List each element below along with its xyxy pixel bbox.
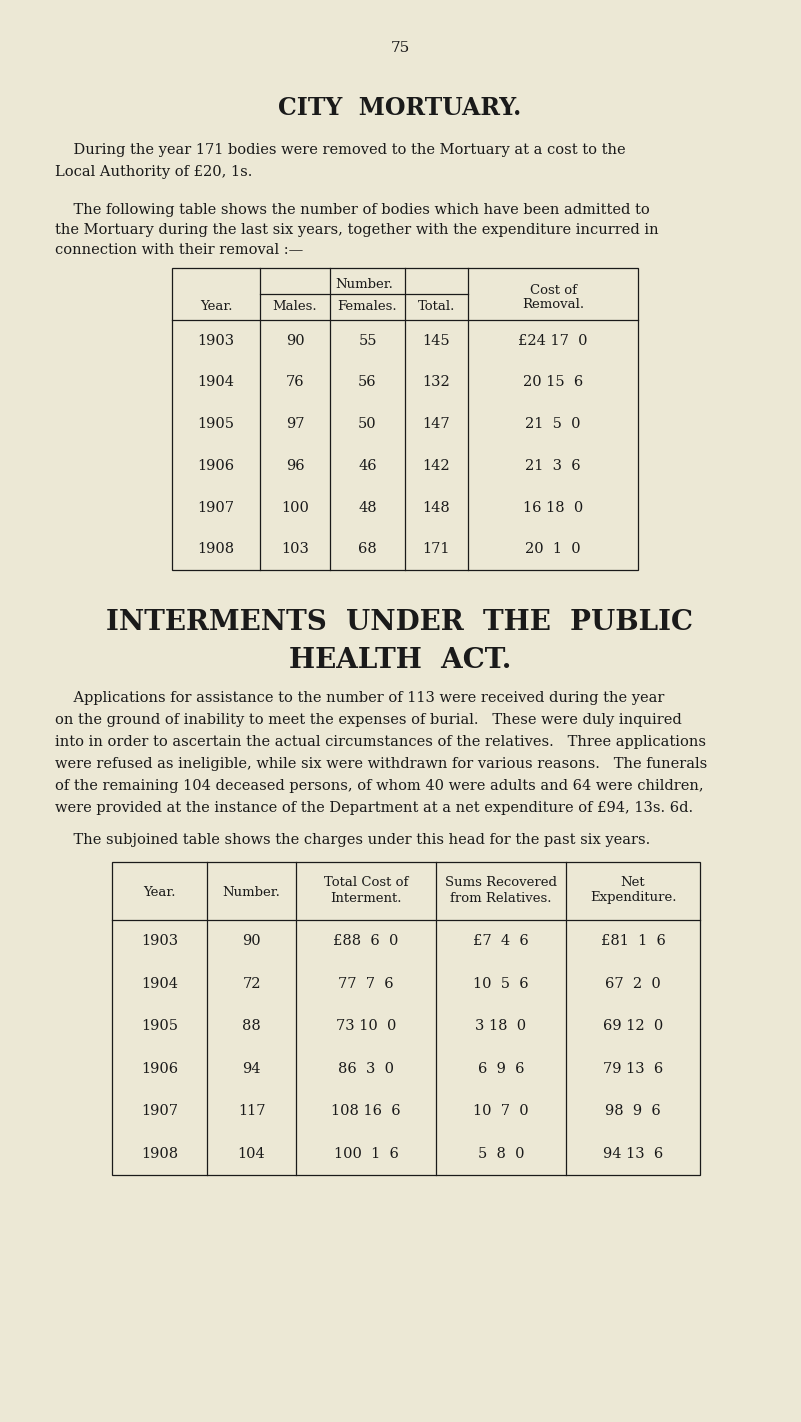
Text: INTERMENTS  UNDER  THE  PUBLIC: INTERMENTS UNDER THE PUBLIC	[107, 609, 694, 636]
Text: 1906: 1906	[141, 1062, 178, 1076]
Text: 104: 104	[238, 1146, 265, 1160]
Text: CITY  MORTUARY.: CITY MORTUARY.	[279, 97, 521, 119]
Text: Total Cost of: Total Cost of	[324, 876, 409, 889]
Text: £88  6  0: £88 6 0	[333, 934, 399, 948]
Text: Net: Net	[621, 876, 646, 889]
Text: 1903: 1903	[197, 334, 235, 348]
Text: 21  5  0: 21 5 0	[525, 417, 581, 431]
Text: 1904: 1904	[141, 977, 178, 991]
Bar	[172, 267, 638, 570]
Text: 46: 46	[358, 459, 376, 474]
Text: HEALTH  ACT.: HEALTH ACT.	[289, 647, 511, 674]
Text: 1906: 1906	[197, 459, 235, 474]
Text: 67  2  0: 67 2 0	[605, 977, 661, 991]
Text: 1907: 1907	[141, 1105, 178, 1118]
Text: 148: 148	[423, 501, 450, 515]
Text: 73 10  0: 73 10 0	[336, 1020, 396, 1034]
Text: Females.: Females.	[338, 300, 397, 313]
Text: Local Authority of £20, 1s.: Local Authority of £20, 1s.	[55, 165, 252, 179]
Text: £24 17  0: £24 17 0	[518, 334, 588, 348]
Text: on the ground of inability to meet the expenses of burial.   These were duly inq: on the ground of inability to meet the e…	[55, 712, 682, 727]
Text: 21  3  6: 21 3 6	[525, 459, 581, 474]
Text: 108 16  6: 108 16 6	[331, 1105, 400, 1118]
Text: 68: 68	[358, 542, 377, 556]
Text: of the remaining 104 deceased persons, of whom 40 were adults and 64 were childr: of the remaining 104 deceased persons, o…	[55, 779, 703, 793]
Text: 90: 90	[286, 334, 304, 348]
Text: 5  8  0: 5 8 0	[477, 1146, 524, 1160]
Text: 77  7  6: 77 7 6	[338, 977, 394, 991]
Text: During the year 171 bodies were removed to the Mortuary at a cost to the: During the year 171 bodies were removed …	[55, 144, 626, 156]
Text: 171: 171	[423, 542, 450, 556]
Text: 50: 50	[358, 417, 376, 431]
Text: Year.: Year.	[143, 886, 175, 899]
Text: Males.: Males.	[272, 300, 317, 313]
Text: 1904: 1904	[198, 375, 235, 390]
Text: 1905: 1905	[198, 417, 235, 431]
Text: 75: 75	[390, 41, 409, 55]
Text: 55: 55	[358, 334, 376, 348]
Text: 1903: 1903	[141, 934, 178, 948]
Text: Interment.: Interment.	[330, 892, 402, 904]
Text: 97: 97	[286, 417, 304, 431]
Text: were provided at the instance of the Department at a net expenditure of £94, 13s: were provided at the instance of the Dep…	[55, 801, 693, 815]
Text: 147: 147	[423, 417, 450, 431]
Text: 100  1  6: 100 1 6	[333, 1146, 398, 1160]
Text: £7  4  6: £7 4 6	[473, 934, 529, 948]
Text: 3 18  0: 3 18 0	[476, 1020, 526, 1034]
Text: 79 13  6: 79 13 6	[603, 1062, 663, 1076]
Text: 20  1  0: 20 1 0	[525, 542, 581, 556]
Text: 90: 90	[242, 934, 261, 948]
Text: 48: 48	[358, 501, 376, 515]
Text: 1908: 1908	[197, 542, 235, 556]
Text: 10  5  6: 10 5 6	[473, 977, 529, 991]
Text: 94: 94	[242, 1062, 261, 1076]
Text: 6  9  6: 6 9 6	[477, 1062, 524, 1076]
Text: 76: 76	[286, 375, 304, 390]
Text: 98  9  6: 98 9 6	[605, 1105, 661, 1118]
Text: 1908: 1908	[141, 1146, 178, 1160]
Text: 132: 132	[423, 375, 450, 390]
Bar	[112, 862, 700, 1175]
Text: Expenditure.: Expenditure.	[590, 892, 676, 904]
Text: Cost of: Cost of	[529, 283, 577, 297]
Text: 20 15  6: 20 15 6	[523, 375, 583, 390]
Text: 100: 100	[281, 501, 309, 515]
Text: 86  3  0: 86 3 0	[338, 1062, 394, 1076]
Text: The following table shows the number of bodies which have been admitted to: The following table shows the number of …	[55, 203, 650, 218]
Text: 72: 72	[242, 977, 261, 991]
Text: 117: 117	[238, 1105, 265, 1118]
Text: 10  7  0: 10 7 0	[473, 1105, 529, 1118]
Text: 1907: 1907	[198, 501, 235, 515]
Text: 69 12  0: 69 12 0	[603, 1020, 663, 1034]
Text: 94 13  6: 94 13 6	[603, 1146, 663, 1160]
Text: 142: 142	[423, 459, 450, 474]
Text: Number.: Number.	[335, 277, 393, 290]
Text: £81  1  6: £81 1 6	[601, 934, 666, 948]
Text: Year.: Year.	[199, 300, 232, 313]
Text: 16 18  0: 16 18 0	[523, 501, 583, 515]
Text: Number.: Number.	[223, 886, 280, 899]
Text: 103: 103	[281, 542, 309, 556]
Text: 88: 88	[242, 1020, 261, 1034]
Text: Sums Recovered: Sums Recovered	[445, 876, 557, 889]
Text: from Relatives.: from Relatives.	[450, 892, 552, 904]
Text: the Mortuary during the last six years, together with the expenditure incurred i: the Mortuary during the last six years, …	[55, 223, 658, 237]
Text: Applications for assistance to the number of 113 were received during the year: Applications for assistance to the numbe…	[55, 691, 664, 705]
Text: were refused as ineligible, while six were withdrawn for various reasons.   The : were refused as ineligible, while six we…	[55, 757, 707, 771]
Text: 56: 56	[358, 375, 376, 390]
Text: 96: 96	[286, 459, 304, 474]
Text: The subjoined table shows the charges under this head for the past six years.: The subjoined table shows the charges un…	[55, 833, 650, 848]
Text: connection with their removal :—: connection with their removal :—	[55, 243, 304, 257]
Text: 145: 145	[423, 334, 450, 348]
Text: 1905: 1905	[141, 1020, 178, 1034]
Text: Total.: Total.	[418, 300, 455, 313]
Text: into in order to ascertain the actual circumstances of the relatives.   Three ap: into in order to ascertain the actual ci…	[55, 735, 706, 749]
Text: Removal.: Removal.	[522, 297, 584, 310]
